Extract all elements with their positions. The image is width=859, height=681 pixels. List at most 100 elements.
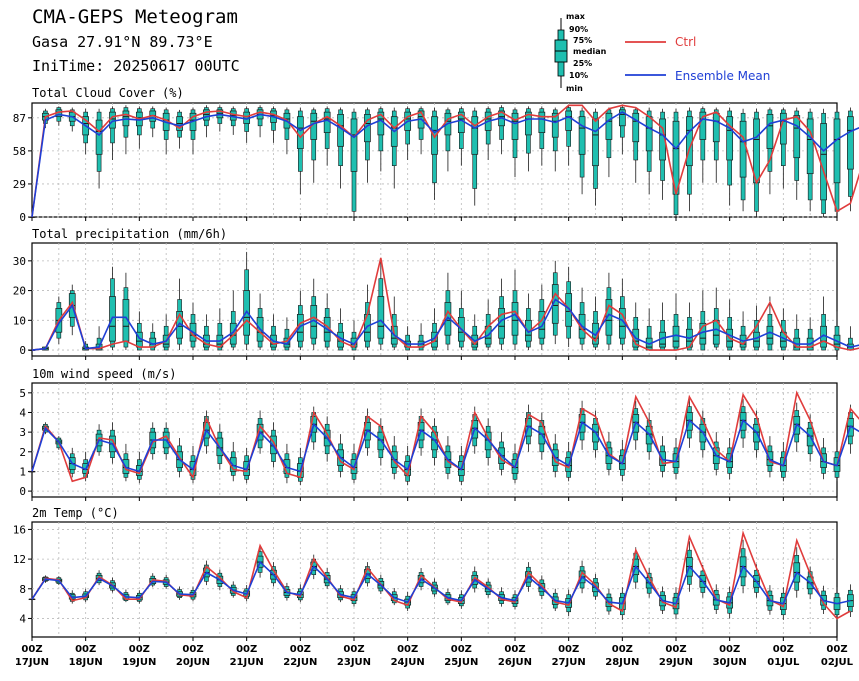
x-tick-label-time: 00Z — [21, 644, 42, 655]
ensemble-box — [726, 107, 734, 206]
panel-title: Total Cloud Cover (%) — [32, 86, 184, 100]
box-inner — [511, 302, 519, 336]
legend-box-label: max — [566, 12, 586, 21]
y-tick-label: 20 — [13, 285, 26, 298]
legend-ctrl-label: Ctrl — [675, 35, 696, 49]
ensemble-box — [390, 107, 398, 189]
legend-box-label: 25% — [573, 59, 592, 68]
x-tick-label-time: 00Z — [397, 644, 418, 655]
ensemble-box — [431, 308, 438, 351]
box-inner — [565, 110, 573, 131]
box-inner — [511, 112, 519, 140]
x-tick-label-date: 19JUN — [122, 657, 156, 668]
ensemble-box — [122, 272, 130, 351]
x-tick-label-time: 00Z — [343, 644, 364, 655]
box-inner — [605, 299, 613, 336]
ensemble-box — [243, 106, 251, 143]
y-tick-label: 16 — [13, 523, 26, 536]
x-tick-label-date: 29JUN — [659, 657, 693, 668]
ensemble-box — [618, 105, 626, 155]
ensemble-box — [538, 412, 546, 460]
x-tick-label-time: 00Z — [236, 644, 257, 655]
box-inner — [296, 116, 304, 149]
y-tick-label: 3 — [19, 426, 26, 439]
x-tick-label-date: 22JUN — [283, 657, 317, 668]
ensemble-box — [216, 308, 224, 351]
box-inner — [806, 118, 814, 175]
legend-box-label: 75% — [573, 36, 592, 45]
legend-box-label: median — [573, 47, 607, 56]
ensemble-box — [243, 251, 251, 351]
ensemble-box — [833, 108, 841, 217]
x-tick-label-date: 17JUN — [15, 657, 49, 668]
x-tick-label-date: 21JUN — [230, 657, 264, 668]
chart-title: CMA-GEPS Meteogram — [32, 6, 238, 28]
box-inner — [793, 115, 801, 159]
ensemble-box — [162, 314, 170, 351]
ensemble-box — [109, 106, 116, 160]
box-inner — [578, 116, 586, 155]
x-tick-label-date: 30JUN — [713, 657, 747, 668]
ensemble-box — [793, 107, 801, 200]
x-tick-label-date: 01JUL — [767, 657, 800, 668]
ensemble-box — [578, 107, 586, 195]
ensemble-box — [95, 108, 103, 189]
ensemble-box — [310, 278, 318, 351]
ensemble-box — [350, 108, 358, 217]
ensemble-box — [444, 107, 452, 172]
y-tick-label: 5 — [19, 387, 26, 400]
ensemble-box — [565, 266, 573, 348]
box-inner — [739, 120, 747, 178]
x-tick-label-time: 00Z — [773, 644, 794, 655]
box-inner — [95, 119, 103, 155]
ensemble-box — [82, 108, 90, 155]
ensemble-box — [296, 290, 304, 351]
ensemble-box — [377, 106, 385, 172]
ensemble-box — [176, 109, 183, 149]
ensemble-box — [216, 105, 224, 132]
box-inner — [753, 331, 760, 348]
ensemble-box — [525, 106, 532, 172]
ensemble-box — [296, 107, 304, 195]
box-inner — [645, 116, 653, 152]
ensemble-box — [659, 302, 666, 351]
ensemble-box — [565, 105, 573, 166]
panel-3: 2m Temp (°C) 4 8 12 16 — [13, 506, 854, 641]
box-inner — [632, 112, 640, 143]
ensemble-box — [699, 290, 707, 351]
x-tick-label-time: 00Z — [504, 644, 525, 655]
y-tick-label: 12 — [13, 553, 26, 566]
x-tick-label-date: 23JUN — [337, 657, 371, 668]
box-inner — [551, 112, 559, 138]
panel-title: 2m Temp (°C) — [32, 506, 119, 520]
init-time: IniTime: 20250617 00UTC — [32, 57, 240, 75]
ensemble-box — [337, 308, 344, 351]
ensemble-box — [404, 106, 412, 160]
ensemble-mean-line — [31, 418, 859, 473]
x-tick-label-date: 20JUN — [176, 657, 210, 668]
legend-box-label: 10% — [569, 71, 588, 80]
ensemble-box — [135, 106, 143, 149]
box-inner — [377, 296, 385, 339]
ensemble-box — [645, 107, 653, 195]
x-tick-label-time: 00Z — [451, 644, 472, 655]
ensemble-box — [229, 106, 237, 135]
y-tick-label: 87 — [13, 112, 26, 125]
ensemble-box — [592, 108, 599, 206]
box-inner — [712, 112, 720, 143]
box-inner — [672, 325, 680, 348]
ensemble-box — [712, 287, 720, 351]
box-inner — [538, 111, 546, 133]
box-inner — [431, 116, 438, 155]
ensemble-box — [203, 105, 210, 138]
box-inner — [820, 123, 827, 201]
ensemble-box — [162, 107, 170, 155]
ensemble-box — [511, 269, 519, 351]
ctrl-line — [31, 104, 859, 218]
panel-title: 10m wind speed (m/s) — [32, 367, 177, 381]
ensemble-box — [310, 107, 318, 183]
box-inner — [618, 109, 626, 127]
ensemble-box — [256, 105, 264, 138]
ensemble-box — [471, 107, 479, 206]
